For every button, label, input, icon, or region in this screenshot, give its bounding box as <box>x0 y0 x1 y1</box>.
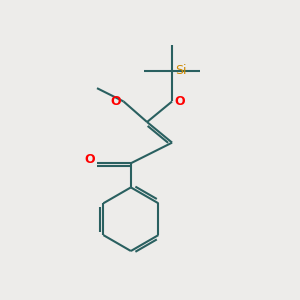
Text: O: O <box>84 153 95 166</box>
Text: O: O <box>111 95 122 108</box>
Text: Si: Si <box>176 64 187 77</box>
Text: O: O <box>174 95 185 108</box>
